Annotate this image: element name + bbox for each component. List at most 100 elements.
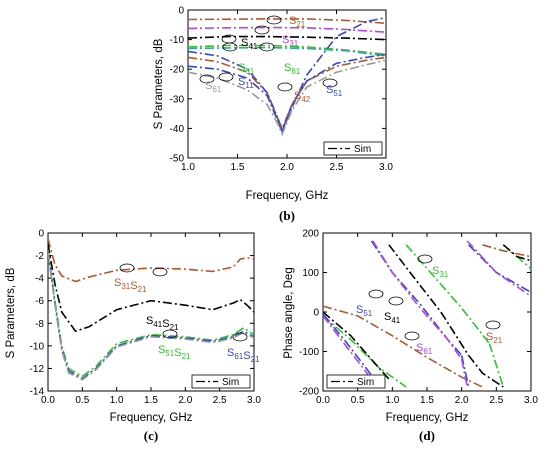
x-tick-label: 0.5	[75, 395, 89, 406]
curve-label-base: S	[174, 347, 181, 359]
x-tick-label: 0.0	[316, 395, 330, 406]
curve-label-subscript: 31	[121, 282, 130, 291]
series-line-s51	[460, 355, 470, 388]
curve-label: S41S21	[146, 315, 179, 332]
x-tick-label: 0.5	[351, 395, 365, 406]
annotation-ellipse	[199, 74, 215, 84]
curve-label-base: S	[130, 280, 137, 292]
curve-label-subscript: 42	[301, 95, 310, 104]
y-tick-label: -2	[35, 251, 44, 262]
caption-b: (b)	[279, 208, 295, 223]
curve-label-subscript: 11	[245, 81, 254, 90]
curve-label-subscript: 31	[289, 39, 298, 48]
chart-panel-d: (d) Frequency, GHz Phase angle, Deg 0.0 0…	[283, 229, 538, 444]
series-line-s41s21	[48, 244, 254, 333]
annotation-ellipse	[368, 289, 384, 299]
series-line-s61	[372, 240, 463, 360]
x-tick-label: 3.0	[379, 162, 393, 173]
plot-frame	[187, 9, 387, 159]
y-tick-label: 0	[38, 229, 44, 240]
curve-label-base: S	[114, 277, 121, 289]
curve-label-subscript: 21	[182, 352, 191, 361]
series-line-s42	[188, 56, 386, 131]
x-axis-label-d: Frequency, GHz	[386, 412, 469, 424]
curve-label-base: S	[243, 350, 250, 362]
series-line-s61	[466, 240, 531, 297]
curve-label: S51	[356, 304, 373, 318]
series-line-s41	[388, 244, 470, 356]
y-tick-label: -8	[35, 319, 44, 330]
y-tick-label: -10	[30, 341, 45, 352]
legend-box	[191, 374, 251, 389]
curve-label: S51S21	[158, 344, 191, 361]
annotation-ellipse	[254, 25, 270, 35]
curve-label-base: S	[486, 331, 493, 343]
annotation-ellipse	[152, 267, 168, 277]
curve-label: S51	[326, 84, 343, 98]
curve-label: S11	[238, 76, 254, 90]
series-line-s31	[188, 26, 386, 33]
curve-label-subscript: 21	[296, 20, 305, 29]
series-line-s31	[323, 315, 407, 388]
curve-label-base: S	[294, 90, 301, 102]
curve-label-subscript: 51	[165, 349, 174, 358]
caption-c: (c)	[144, 428, 158, 443]
legend-box	[326, 374, 386, 389]
curve-label: S21	[486, 331, 503, 345]
y-tick-label: -200	[299, 387, 319, 398]
chart-panel-c: (c) Frequency, GHz S Parameters, dB 0.0 0…	[5, 229, 261, 444]
annotation-ellipse	[119, 263, 135, 273]
annotation-ellipse	[232, 332, 248, 342]
curve-label: S31	[282, 34, 299, 48]
curve-label: S51	[238, 62, 255, 76]
x-tick-label: 2.5	[330, 162, 344, 173]
curve-label-base: S	[227, 347, 234, 359]
series-line-s61	[460, 359, 468, 388]
curve-label-base: S	[146, 315, 153, 327]
curve-label-subscript: 41	[153, 320, 162, 329]
annotation-ellipse	[485, 320, 501, 330]
x-tick-label: 0.0	[41, 395, 55, 406]
y-axis-label-d: Phase angle, Deg	[283, 267, 295, 358]
x-tick-label: 2.0	[178, 395, 192, 406]
curve-label-base: S	[289, 15, 296, 27]
legend-label: Sim	[357, 377, 374, 388]
x-tick-label: 2.5	[489, 395, 503, 406]
y-axis-label-c: S Parameters, dB	[5, 267, 17, 358]
x-tick-label: 1.0	[181, 162, 195, 173]
series-line-s41	[467, 354, 504, 388]
series-line-s51s21	[48, 249, 254, 378]
curve-label-base: S	[384, 311, 391, 323]
series-line-s51	[370, 240, 463, 356]
curve-label-base: S	[416, 342, 423, 354]
chart-panel-b: (b) Frequency, GHz S Parameters, dB 1.0 1…	[153, 6, 393, 224]
y-tick-label: 0	[178, 6, 184, 17]
curve-label-base: S	[282, 34, 289, 46]
curve-label-base: S	[326, 84, 333, 96]
y-tick-label: -10	[170, 35, 185, 46]
caption-d: (d)	[419, 428, 435, 443]
annotation-ellipse	[162, 329, 178, 339]
series-line-s61b	[188, 59, 386, 137]
curve-label-subscript: 31	[439, 270, 448, 279]
annotation-ellipse	[417, 254, 433, 264]
annotation-ellipse	[404, 331, 420, 341]
curve-label: S42	[294, 90, 311, 104]
y-tick-label: -12	[30, 364, 45, 375]
curve-label: S41	[241, 37, 258, 51]
x-tick-label: 1.5	[231, 162, 245, 173]
plot-frame	[47, 232, 255, 392]
curve-label: S61	[416, 342, 433, 356]
series-line-s51	[323, 313, 373, 376]
series-line-s41	[323, 311, 390, 380]
curve-label-base: S	[205, 80, 212, 92]
series-line-s61	[323, 315, 373, 380]
series-line-s51	[188, 44, 386, 56]
x-tick-label: 2.0	[280, 162, 294, 173]
series-line-s61	[188, 46, 386, 57]
curve-label-base: S	[162, 318, 169, 330]
annotation-ellipse	[259, 42, 275, 52]
annotation-ellipse	[388, 296, 404, 306]
curve-label-subscript: 21	[251, 355, 260, 364]
curve-label-subscript: 21	[170, 323, 179, 332]
